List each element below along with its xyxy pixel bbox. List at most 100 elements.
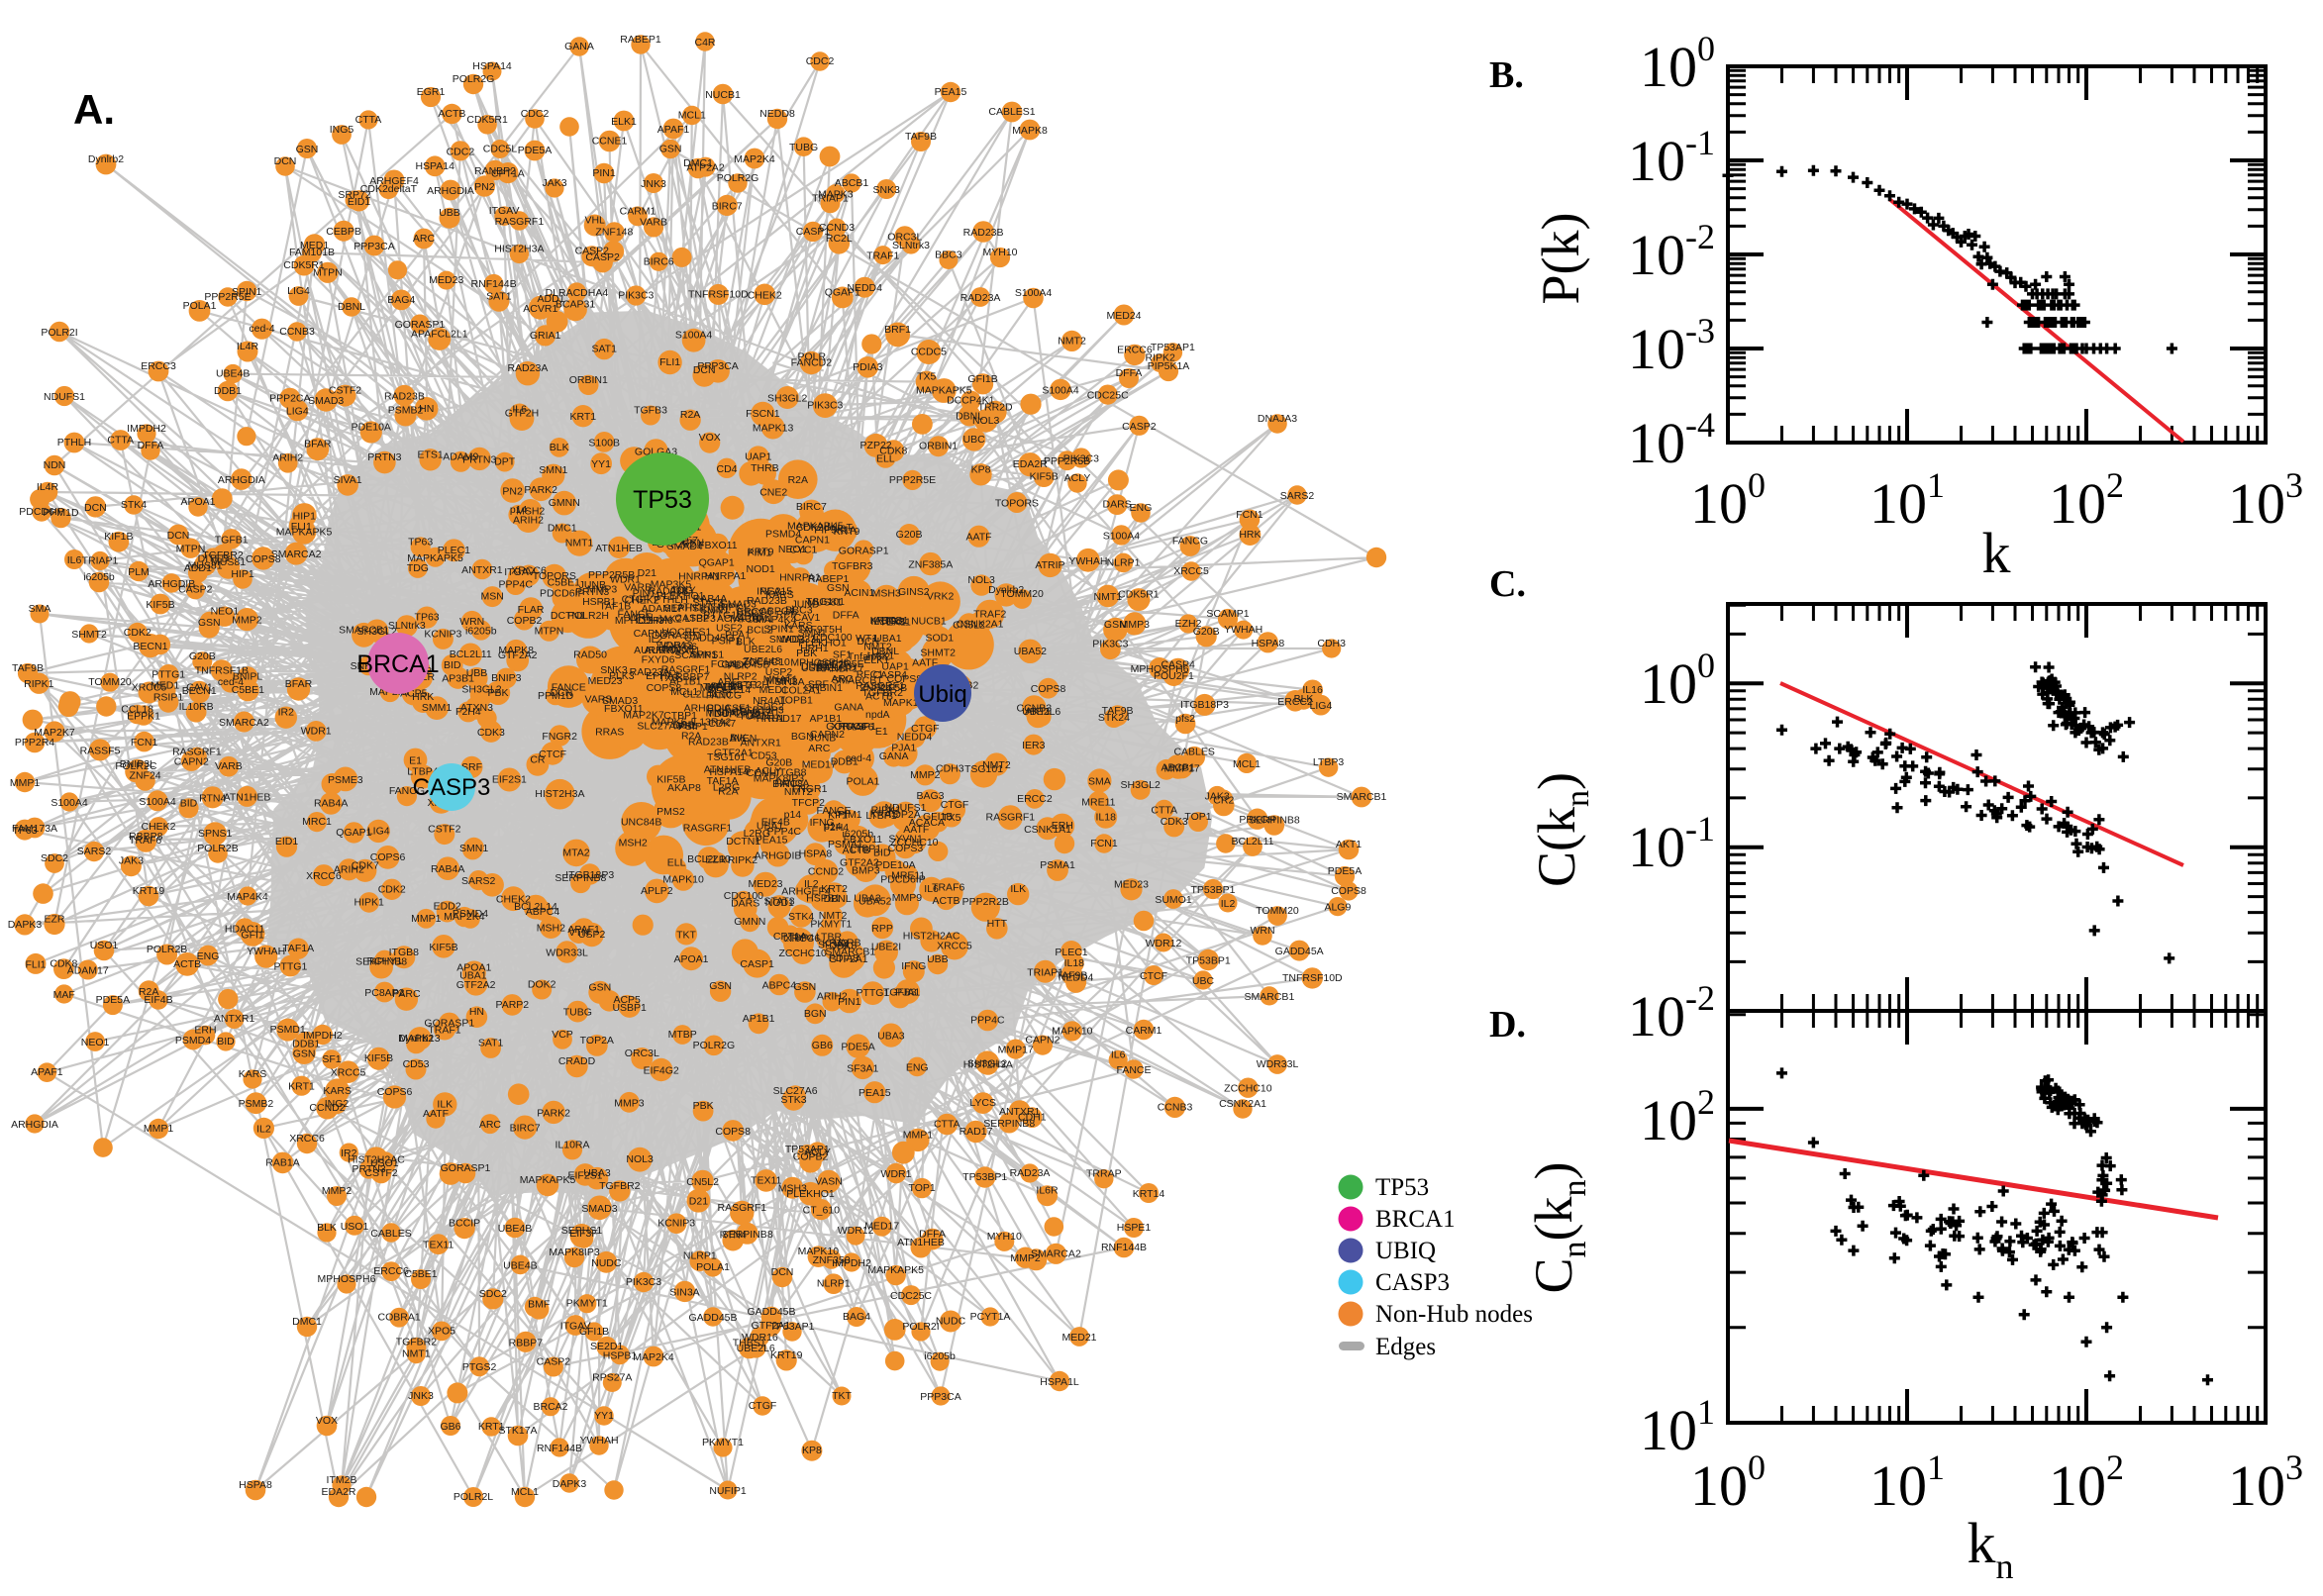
- svg-text:PEA15: PEA15: [759, 585, 792, 597]
- svg-text:LIG4: LIG4: [1310, 700, 1333, 712]
- svg-text:CDK3: CDK3: [477, 727, 505, 739]
- svg-text:G20B: G20B: [1193, 626, 1220, 638]
- svg-text:GTF2A1: GTF2A1: [752, 1320, 791, 1332]
- svg-text:NDN: NDN: [44, 459, 66, 471]
- svg-text:MAPK6: MAPK6: [707, 681, 743, 693]
- svg-text:DAPK3: DAPK3: [553, 1478, 587, 1490]
- svg-text:NEO1: NEO1: [81, 1037, 110, 1048]
- svg-text:ARHGDIA: ARHGDIA: [684, 703, 732, 715]
- svg-text:TAF9B: TAF9B: [1056, 969, 1087, 981]
- svg-text:ILK: ILK: [1010, 883, 1026, 895]
- svg-text:PARP2: PARP2: [495, 999, 529, 1011]
- svg-text:AATF: AATF: [965, 532, 991, 544]
- svg-text:COBRA1: COBRA1: [378, 1312, 421, 1324]
- svg-text:UNC84B: UNC84B: [621, 817, 661, 829]
- svg-text:POLR2G: POLR2G: [693, 1040, 736, 1051]
- svg-text:PIN1: PIN1: [633, 587, 656, 599]
- svg-text:RASGRF1: RASGRF1: [718, 1202, 767, 1214]
- svg-text:TAF1B: TAF1B: [728, 614, 759, 626]
- svg-text:100: 100: [1640, 29, 1715, 99]
- svg-text:MMP1: MMP1: [411, 913, 441, 925]
- svg-text:HNRPA1: HNRPA1: [678, 571, 720, 583]
- svg-text:DAPK3: DAPK3: [8, 919, 43, 931]
- svg-text:FLI1: FLI1: [25, 958, 46, 970]
- svg-text:MMP1: MMP1: [10, 777, 40, 789]
- svg-text:BAG4: BAG4: [387, 294, 415, 306]
- svg-text:UBE4B: UBE4B: [498, 1223, 532, 1235]
- svg-text:WRN: WRN: [629, 612, 654, 624]
- svg-text:CSNK2A1: CSNK2A1: [957, 618, 1004, 630]
- svg-text:KIF5B: KIF5B: [364, 1052, 393, 1064]
- svg-text:DCCP4K1: DCCP4K1: [947, 395, 995, 407]
- svg-text:HN: HN: [469, 1006, 484, 1018]
- svg-text:WRN: WRN: [459, 616, 484, 628]
- svg-text:VASN: VASN: [815, 1175, 843, 1187]
- svg-text:SIN3A: SIN3A: [669, 1286, 699, 1298]
- svg-text:p14: p14: [784, 809, 802, 821]
- svg-text:HSPA8: HSPA8: [239, 1479, 272, 1491]
- svg-text:102: 102: [2049, 1447, 2124, 1518]
- svg-text:PPA1: PPA1: [725, 630, 751, 642]
- svg-text:KRAS: KRAS: [870, 809, 899, 821]
- svg-text:ARHGDIB: ARHGDIB: [755, 849, 802, 861]
- svg-text:SYVN1: SYVN1: [888, 833, 923, 845]
- svg-text:COPS8: COPS8: [1031, 683, 1066, 695]
- svg-text:AATF: AATF: [912, 657, 938, 669]
- svg-text:KARS: KARS: [784, 620, 813, 632]
- svg-text:GTF2A2: GTF2A2: [840, 857, 879, 869]
- svg-text:MCL1: MCL1: [1233, 758, 1261, 770]
- svg-text:CDK3: CDK3: [1161, 816, 1188, 828]
- svg-text:IL10: IL10: [711, 688, 732, 700]
- svg-text:CHEK2: CHEK2: [496, 894, 531, 906]
- svg-text:BLK: BLK: [736, 636, 756, 648]
- svg-text:ACTB: ACTB: [173, 958, 201, 970]
- svg-text:PRTN3: PRTN3: [367, 451, 401, 463]
- svg-text:SNK3: SNK3: [600, 664, 628, 676]
- svg-text:p14: p14: [824, 821, 842, 833]
- svg-text:POLR2H: POLR2H: [567, 610, 609, 622]
- svg-text:FSCN1: FSCN1: [746, 408, 780, 420]
- svg-text:SPNS1: SPNS1: [198, 828, 233, 840]
- svg-text:CHEK2: CHEK2: [625, 595, 659, 607]
- svg-text:MSH3: MSH3: [778, 1183, 807, 1195]
- svg-text:MNAT1: MNAT1: [763, 674, 798, 686]
- svg-text:MAP2K4: MAP2K4: [734, 153, 775, 165]
- svg-text:HSPE1: HSPE1: [1117, 1222, 1152, 1234]
- svg-text:WDR33L: WDR33L: [779, 634, 822, 646]
- svg-text:SARS2: SARS2: [77, 846, 112, 857]
- svg-text:ERCC2: ERCC2: [1017, 793, 1053, 805]
- svg-text:R2A: R2A: [139, 986, 158, 998]
- svg-text:KIF5B: KIF5B: [1030, 471, 1059, 483]
- svg-text:ERH: ERH: [194, 1025, 216, 1037]
- svg-text:A.: A.: [73, 86, 115, 133]
- svg-text:ANTXR1: ANTXR1: [461, 564, 503, 576]
- svg-text:FBXO11: FBXO11: [604, 703, 644, 715]
- svg-text:CEBPB: CEBPB: [326, 226, 361, 238]
- svg-text:TP53BP1: TP53BP1: [1191, 884, 1236, 896]
- svg-text:KRT1: KRT1: [569, 411, 596, 423]
- svg-text:VARB: VARB: [215, 760, 243, 772]
- svg-text:102: 102: [2049, 465, 2124, 536]
- svg-text:CDC100: CDC100: [724, 890, 763, 902]
- svg-text:LTBP1: LTBP1: [851, 844, 881, 855]
- svg-text:UBE4B: UBE4B: [216, 368, 250, 380]
- svg-text:DFFA: DFFA: [138, 440, 164, 451]
- svg-text:COL2A1: COL2A1: [781, 684, 821, 696]
- svg-text:CDK2: CDK2: [378, 883, 406, 895]
- svg-text:RRAS: RRAS: [595, 727, 624, 739]
- svg-text:APAF1: APAF1: [657, 124, 690, 136]
- svg-text:KRT2: KRT2: [822, 938, 849, 949]
- svg-text:FNGR1: FNGR1: [792, 783, 828, 795]
- svg-text:ced-4: ced-4: [249, 323, 274, 335]
- svg-text:SARS2: SARS2: [461, 875, 496, 887]
- svg-text:KIF5B: KIF5B: [656, 774, 685, 786]
- svg-text:GFI1B: GFI1B: [923, 811, 953, 823]
- svg-text:BCL2L11: BCL2L11: [1231, 836, 1273, 848]
- svg-text:CAV1: CAV1: [186, 682, 213, 694]
- svg-text:PBK: PBK: [693, 1100, 714, 1112]
- svg-text:CABLES1: CABLES1: [988, 106, 1035, 118]
- svg-text:WDR33L: WDR33L: [1257, 1058, 1299, 1070]
- svg-text:CDK7: CDK7: [708, 718, 736, 730]
- svg-text:STK17A: STK17A: [498, 1425, 537, 1437]
- svg-text:CASP2: CASP2: [585, 251, 620, 263]
